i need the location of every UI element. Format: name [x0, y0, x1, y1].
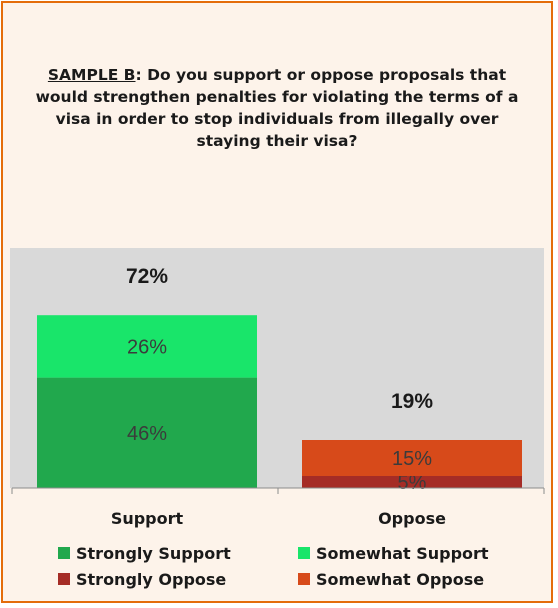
legend-item-somewhat-support: Somewhat Support	[298, 542, 528, 564]
legend-label-strongly-support: Strongly Support	[76, 543, 231, 563]
bar-support-strongly-support	[37, 377, 257, 488]
legend-swatch-strongly-support	[58, 547, 70, 559]
legend-label-strongly-oppose: Strongly Oppose	[76, 569, 227, 589]
chart-legend: Strongly Support Somewhat Support Strong…	[58, 542, 528, 590]
total-label-support: 72%	[126, 265, 168, 288]
bar-support-somewhat-support	[37, 315, 257, 378]
category-label-support: Support	[111, 509, 184, 528]
legend-swatch-strongly-oppose	[58, 573, 70, 585]
legend-item-somewhat-oppose: Somewhat Oppose	[298, 568, 528, 590]
data-label-oppose-somewhat-oppose: 15%	[392, 448, 432, 470]
legend-label-somewhat-oppose: Somewhat Oppose	[316, 569, 485, 589]
total-label-oppose: 19%	[391, 390, 433, 413]
legend-label-somewhat-support: Somewhat Support	[316, 543, 489, 563]
data-label-support-somewhat-support: 26%	[127, 336, 167, 358]
question-prefix: SAMPLE B	[47, 66, 136, 84]
legend-item-strongly-support: Strongly Support	[58, 542, 298, 564]
legend-item-strongly-oppose: Strongly Oppose	[58, 568, 298, 590]
bar-oppose-somewhat-oppose	[302, 440, 522, 476]
legend-swatch-somewhat-oppose	[298, 573, 310, 585]
legend-swatch-somewhat-support	[298, 547, 310, 559]
question-text: : Do you support or oppose proposals tha…	[35, 66, 519, 150]
data-label-support-strongly-support: 46%	[127, 423, 167, 445]
bar-oppose-strongly-oppose	[302, 476, 522, 488]
chart-question: SAMPLE B: Do you support or oppose propo…	[30, 64, 524, 152]
category-label-oppose: Oppose	[378, 509, 446, 528]
